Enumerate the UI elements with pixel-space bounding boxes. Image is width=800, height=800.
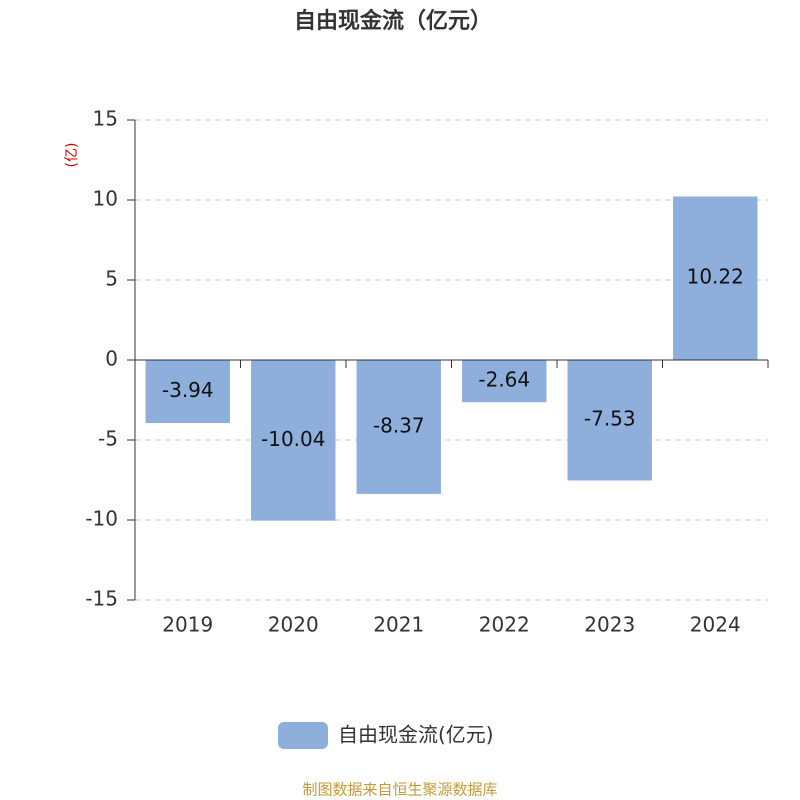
x-tick-label: 2019 bbox=[162, 613, 213, 637]
x-tick-label: 2021 bbox=[373, 613, 424, 637]
x-tick-label: 2024 bbox=[690, 613, 741, 637]
bar bbox=[673, 196, 758, 360]
y-tick-label: 0 bbox=[105, 347, 118, 371]
legend-swatch bbox=[278, 722, 328, 749]
y-tick-label: 15 bbox=[93, 107, 118, 131]
y-axis-label: (亿) bbox=[64, 143, 80, 168]
x-tick-label: 2020 bbox=[268, 613, 319, 637]
chart-title: 自由现金流（亿元） bbox=[294, 8, 492, 34]
data-label: -10.04 bbox=[261, 427, 325, 451]
x-tick-label: 2022 bbox=[479, 613, 530, 637]
data-label: -3.94 bbox=[162, 378, 214, 402]
y-tick-label: 5 bbox=[105, 267, 118, 291]
data-label: -2.64 bbox=[478, 368, 530, 392]
bar bbox=[356, 360, 441, 494]
bar bbox=[462, 360, 547, 403]
bar bbox=[251, 360, 336, 521]
legend-label: 自由现金流(亿元) bbox=[338, 723, 494, 747]
y-tick-label: 10 bbox=[93, 187, 118, 211]
x-tick-label: 2023 bbox=[584, 613, 635, 637]
data-label: 10.22 bbox=[687, 265, 744, 289]
bar bbox=[145, 360, 230, 424]
bar bbox=[567, 360, 652, 481]
y-tick-label: -15 bbox=[85, 587, 118, 611]
y-tick-label: -10 bbox=[85, 507, 118, 531]
data-label: -7.53 bbox=[584, 407, 636, 431]
y-tick-label: -5 bbox=[98, 427, 118, 451]
data-label: -8.37 bbox=[373, 413, 425, 437]
source-note: 制图数据来自恒生聚源数据库 bbox=[302, 781, 497, 799]
